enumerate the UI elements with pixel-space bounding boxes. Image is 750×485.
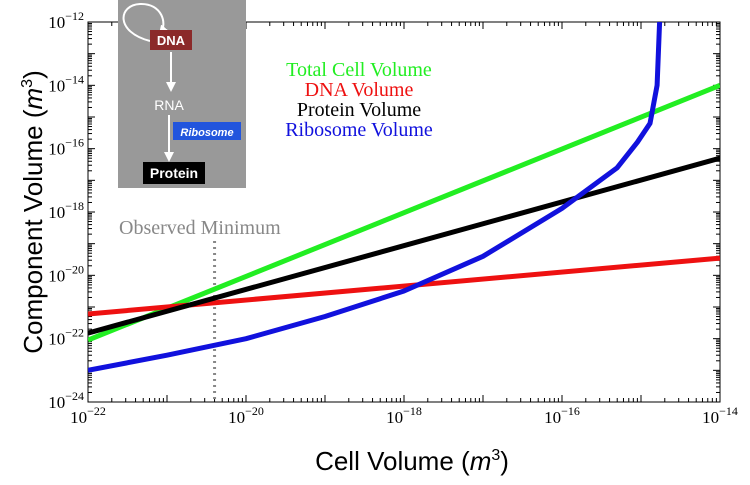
- dna-self-loop-arrow: [122, 2, 169, 42]
- y-tick-label: 10−12: [48, 9, 84, 32]
- series-line-ribosome-volume: [88, 22, 663, 373]
- x-tick-label: 10−14: [702, 404, 738, 427]
- x-tick-label: 10−22: [70, 404, 106, 427]
- y-axis-label-text: Component Volume: [18, 125, 48, 353]
- x-axis-label-text: Cell Volume: [315, 446, 454, 476]
- x-tick-label: 10−16: [544, 404, 580, 427]
- y-tick-label: 10−22: [48, 326, 84, 349]
- series-group: [88, 22, 720, 373]
- inset-node-protein-box: [143, 162, 205, 184]
- y-tick-label: 10−16: [48, 136, 84, 159]
- y-axis-label-close: ): [18, 70, 48, 79]
- x-axis-unit-exp: 3: [491, 447, 500, 464]
- y-axis-unit: m: [18, 88, 48, 110]
- y-axis-unit-exp: 3: [19, 79, 36, 88]
- series-line-total-cell-volume: [88, 82, 720, 343]
- inset-node-ribosome: Ribosome: [180, 127, 233, 139]
- y-axis-label: Component Volume (m3): [18, 70, 48, 354]
- x-tick-label: 10−18: [386, 404, 422, 427]
- x-tick-label: 10−20: [228, 404, 264, 427]
- y-tick-label: 10−18: [48, 199, 84, 222]
- series-line-protein-volume: [88, 155, 720, 336]
- legend: Total Cell Volume DNA Volume Protein Vol…: [285, 59, 433, 141]
- inset-diagram: DNA RNA Ribosome Protein: [118, 0, 246, 188]
- legend-entry-dna-volume: DNA Volume: [305, 79, 414, 101]
- inset-node-rna: RNA: [154, 97, 184, 113]
- inset-node-dna: DNA: [157, 33, 186, 48]
- legend-entry-protein-volume: Protein Volume: [297, 99, 421, 121]
- x-axis-label-close: ): [500, 446, 509, 476]
- y-ticks: 10−24 10−22 10−20 10−18 10−16 10−14 10−12: [48, 9, 720, 412]
- x-axis-unit: m: [470, 446, 492, 476]
- x-axis-label: Cell Volume (m3): [315, 446, 509, 476]
- legend-entry-ribosome-volume: Ribosome Volume: [285, 119, 433, 141]
- inset-node-dna-box: [150, 30, 192, 50]
- inset-node-ribosome-box: [173, 122, 241, 140]
- inset-node-protein: Protein: [150, 165, 198, 181]
- observed-minimum-label: Observed Minimum: [119, 217, 281, 239]
- y-tick-label: 10−14: [48, 72, 84, 95]
- y-tick-label: 10−20: [48, 262, 84, 285]
- inset-background: [118, 0, 246, 188]
- y-tick-label: 10−24: [48, 389, 84, 412]
- legend-entry-total-cell-volume: Total Cell Volume: [286, 59, 432, 81]
